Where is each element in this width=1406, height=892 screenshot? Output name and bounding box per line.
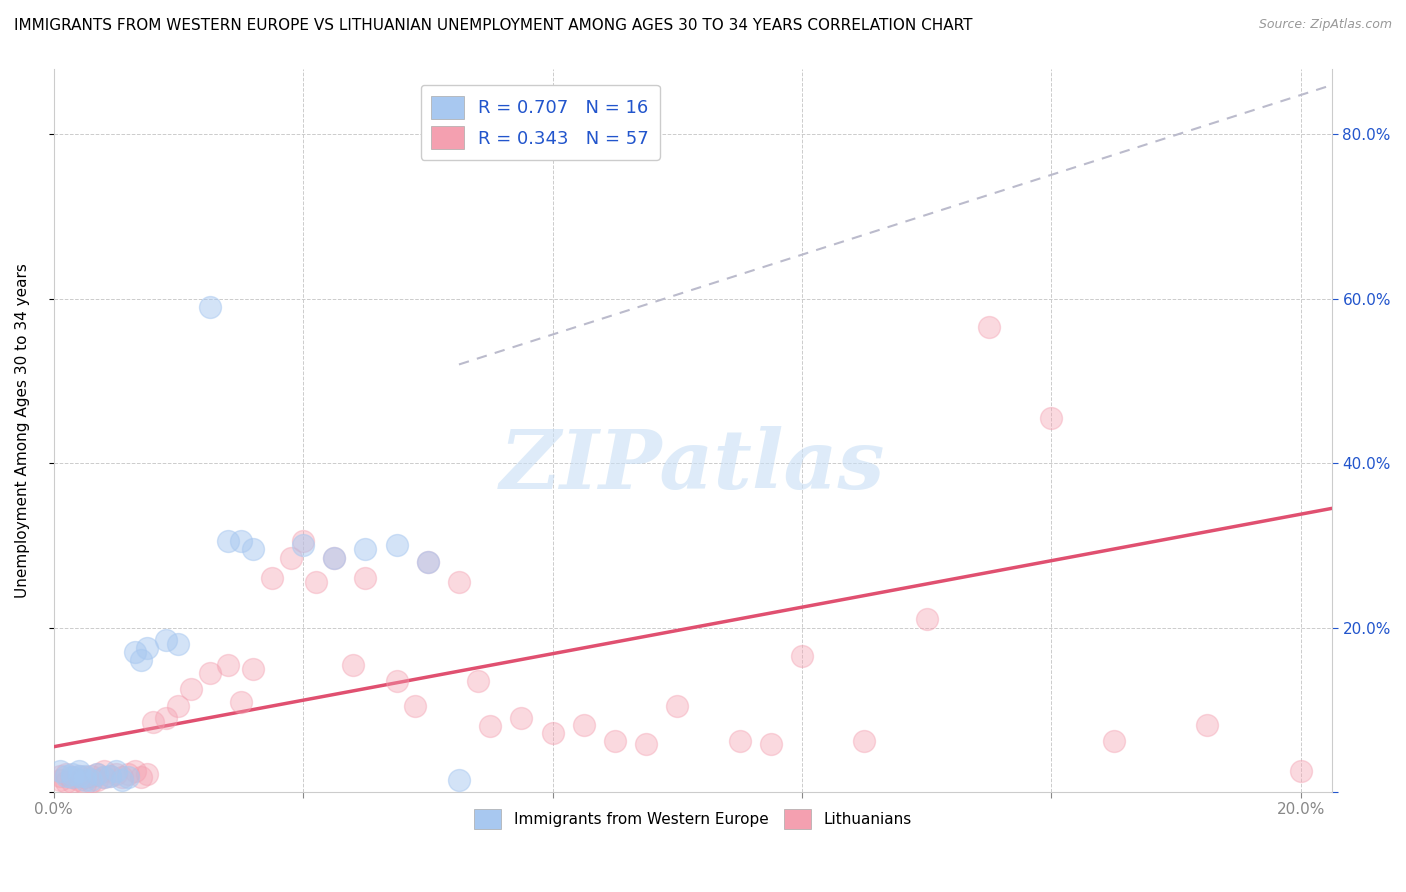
Point xyxy=(104,767,127,781)
Point xyxy=(280,550,302,565)
Point xyxy=(229,694,252,708)
Point xyxy=(304,575,326,590)
Point xyxy=(167,698,190,713)
Point xyxy=(104,764,127,779)
Point xyxy=(198,300,221,314)
Point xyxy=(49,764,72,779)
Point xyxy=(67,768,90,782)
Point xyxy=(180,682,202,697)
Point xyxy=(155,632,177,647)
Point xyxy=(67,768,90,782)
Point xyxy=(80,772,103,787)
Point xyxy=(124,645,146,659)
Point xyxy=(229,534,252,549)
Point xyxy=(73,777,96,791)
Point xyxy=(124,764,146,779)
Point xyxy=(1197,717,1219,731)
Point xyxy=(242,662,264,676)
Point xyxy=(93,764,115,779)
Point xyxy=(73,772,96,787)
Point xyxy=(603,734,626,748)
Point xyxy=(1289,764,1312,779)
Point xyxy=(86,767,108,781)
Point xyxy=(510,711,533,725)
Point xyxy=(292,538,315,552)
Point xyxy=(49,772,72,787)
Point xyxy=(136,641,159,656)
Point xyxy=(136,767,159,781)
Point xyxy=(728,734,751,748)
Point xyxy=(1040,411,1063,425)
Point xyxy=(217,534,239,549)
Point xyxy=(853,734,876,748)
Point xyxy=(666,698,689,713)
Point xyxy=(117,770,139,784)
Point xyxy=(86,767,108,781)
Point xyxy=(167,637,190,651)
Point xyxy=(915,612,938,626)
Point xyxy=(217,657,239,672)
Point xyxy=(117,767,139,781)
Point xyxy=(129,653,152,667)
Point xyxy=(86,772,108,787)
Point xyxy=(142,715,165,730)
Text: ZIPatlas: ZIPatlas xyxy=(501,426,886,507)
Point xyxy=(155,711,177,725)
Point xyxy=(129,770,152,784)
Point xyxy=(111,770,134,784)
Point xyxy=(323,550,346,565)
Point xyxy=(98,768,121,782)
Point xyxy=(93,770,115,784)
Point xyxy=(111,772,134,787)
Point xyxy=(467,673,489,688)
Point xyxy=(73,770,96,784)
Point xyxy=(354,542,377,557)
Point xyxy=(541,725,564,739)
Point xyxy=(198,665,221,680)
Point xyxy=(479,719,502,733)
Legend: Immigrants from Western Europe, Lithuanians: Immigrants from Western Europe, Lithuani… xyxy=(468,803,918,835)
Point xyxy=(67,772,90,787)
Point xyxy=(1102,734,1125,748)
Point xyxy=(60,770,83,784)
Point xyxy=(416,555,439,569)
Point xyxy=(93,770,115,784)
Point xyxy=(404,698,426,713)
Point xyxy=(636,737,658,751)
Point xyxy=(55,775,77,789)
Point xyxy=(60,775,83,789)
Point xyxy=(385,673,408,688)
Point xyxy=(60,767,83,781)
Point xyxy=(80,775,103,789)
Point xyxy=(73,768,96,782)
Text: Source: ZipAtlas.com: Source: ZipAtlas.com xyxy=(1258,18,1392,31)
Point xyxy=(260,571,283,585)
Point xyxy=(354,571,377,585)
Point xyxy=(80,768,103,782)
Point xyxy=(98,768,121,782)
Text: IMMIGRANTS FROM WESTERN EUROPE VS LITHUANIAN UNEMPLOYMENT AMONG AGES 30 TO 34 YE: IMMIGRANTS FROM WESTERN EUROPE VS LITHUA… xyxy=(14,18,973,33)
Point xyxy=(447,772,470,787)
Point xyxy=(55,767,77,781)
Point xyxy=(292,534,315,549)
Y-axis label: Unemployment Among Ages 30 to 34 years: Unemployment Among Ages 30 to 34 years xyxy=(15,263,30,598)
Point xyxy=(55,768,77,782)
Point xyxy=(323,550,346,565)
Point xyxy=(342,657,364,672)
Point xyxy=(242,542,264,557)
Point xyxy=(416,555,439,569)
Point xyxy=(67,764,90,779)
Point xyxy=(759,737,782,751)
Point xyxy=(790,649,813,664)
Point xyxy=(977,320,1000,334)
Point xyxy=(572,717,595,731)
Point xyxy=(60,770,83,784)
Point xyxy=(49,768,72,782)
Point xyxy=(385,538,408,552)
Point xyxy=(447,575,470,590)
